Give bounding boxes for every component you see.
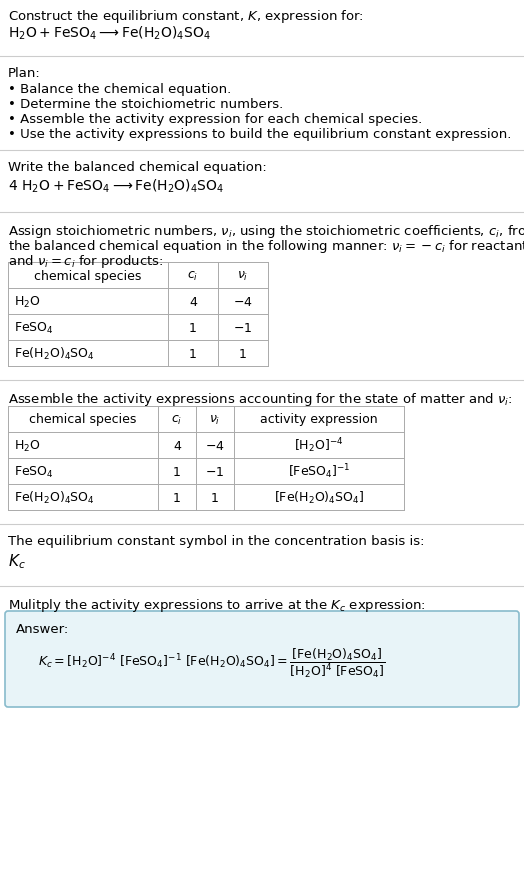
Text: Mulitply the activity expressions to arrive at the $K_c$ expression:: Mulitply the activity expressions to arr… — [8, 596, 426, 613]
Text: $c_i$: $c_i$ — [188, 269, 199, 283]
Text: 1: 1 — [173, 465, 181, 478]
Text: $-4$: $-4$ — [205, 439, 225, 452]
Text: $\mathrm{H_2O}$: $\mathrm{H_2O}$ — [14, 438, 40, 453]
Text: 1: 1 — [211, 491, 219, 504]
Text: $\mathrm{H_2O + FeSO_4 \longrightarrow Fe(H_2O)_4SO_4}$: $\mathrm{H_2O + FeSO_4 \longrightarrow F… — [8, 25, 211, 42]
Text: 4: 4 — [173, 439, 181, 452]
Text: $[\mathrm{H_2O}]^{-4}$: $[\mathrm{H_2O}]^{-4}$ — [294, 436, 344, 455]
Text: $-4$: $-4$ — [233, 295, 253, 308]
Text: $\mathrm{Fe(H_2O)_4SO_4}$: $\mathrm{Fe(H_2O)_4SO_4}$ — [14, 346, 95, 362]
Text: and $\nu_i = c_i$ for products:: and $\nu_i = c_i$ for products: — [8, 253, 163, 270]
Text: activity expression: activity expression — [260, 413, 378, 426]
Text: $\mathrm{4\ H_2O + FeSO_4 \longrightarrow Fe(H_2O)_4SO_4}$: $\mathrm{4\ H_2O + FeSO_4 \longrightarro… — [8, 178, 224, 195]
Text: 1: 1 — [173, 491, 181, 504]
Text: $\mathrm{Fe(H_2O)_4SO_4}$: $\mathrm{Fe(H_2O)_4SO_4}$ — [14, 489, 95, 505]
Text: • Balance the chemical equation.: • Balance the chemical equation. — [8, 83, 231, 96]
Text: $-1$: $-1$ — [233, 321, 253, 334]
Text: $\nu_i$: $\nu_i$ — [237, 269, 249, 283]
Text: Assign stoichiometric numbers, $\nu_i$, using the stoichiometric coefficients, $: Assign stoichiometric numbers, $\nu_i$, … — [8, 223, 524, 240]
Text: Assemble the activity expressions accounting for the state of matter and $\nu_i$: Assemble the activity expressions accoun… — [8, 391, 512, 408]
Text: 4: 4 — [189, 295, 197, 308]
Text: 1: 1 — [189, 321, 197, 334]
Text: $\mathrm{FeSO_4}$: $\mathrm{FeSO_4}$ — [14, 320, 54, 335]
FancyBboxPatch shape — [5, 611, 519, 707]
Text: Construct the equilibrium constant, $K$, expression for:: Construct the equilibrium constant, $K$,… — [8, 8, 364, 25]
Text: Plan:: Plan: — [8, 67, 41, 80]
Text: • Use the activity expressions to build the equilibrium constant expression.: • Use the activity expressions to build … — [8, 128, 511, 141]
Text: • Assemble the activity expression for each chemical species.: • Assemble the activity expression for e… — [8, 113, 422, 126]
Text: 1: 1 — [189, 347, 197, 360]
Text: $[\mathrm{Fe(H_2O)_4SO_4}]$: $[\mathrm{Fe(H_2O)_4SO_4}]$ — [274, 489, 364, 505]
Text: $\nu_i$: $\nu_i$ — [209, 413, 221, 426]
Text: 1: 1 — [239, 347, 247, 360]
Text: $K_c = [\mathrm{H_2O}]^{-4}\ [\mathrm{FeSO_4}]^{-1}\ [\mathrm{Fe(H_2O)_4SO_4}] =: $K_c = [\mathrm{H_2O}]^{-4}\ [\mathrm{Fe… — [38, 646, 386, 679]
Text: $\mathrm{H_2O}$: $\mathrm{H_2O}$ — [14, 294, 40, 309]
Text: Write the balanced chemical equation:: Write the balanced chemical equation: — [8, 161, 267, 173]
Text: $c_i$: $c_i$ — [171, 413, 183, 426]
Text: $K_c$: $K_c$ — [8, 552, 26, 570]
Text: $\mathrm{FeSO_4}$: $\mathrm{FeSO_4}$ — [14, 464, 54, 479]
Text: • Determine the stoichiometric numbers.: • Determine the stoichiometric numbers. — [8, 97, 283, 111]
Text: Answer:: Answer: — [16, 622, 69, 636]
Text: The equilibrium constant symbol in the concentration basis is:: The equilibrium constant symbol in the c… — [8, 535, 424, 547]
Text: chemical species: chemical species — [34, 269, 141, 283]
Text: chemical species: chemical species — [29, 413, 137, 426]
Text: $-1$: $-1$ — [205, 465, 225, 478]
Text: $[\mathrm{FeSO_4}]^{-1}$: $[\mathrm{FeSO_4}]^{-1}$ — [288, 462, 351, 481]
Text: the balanced chemical equation in the following manner: $\nu_i = -c_i$ for react: the balanced chemical equation in the fo… — [8, 238, 524, 255]
